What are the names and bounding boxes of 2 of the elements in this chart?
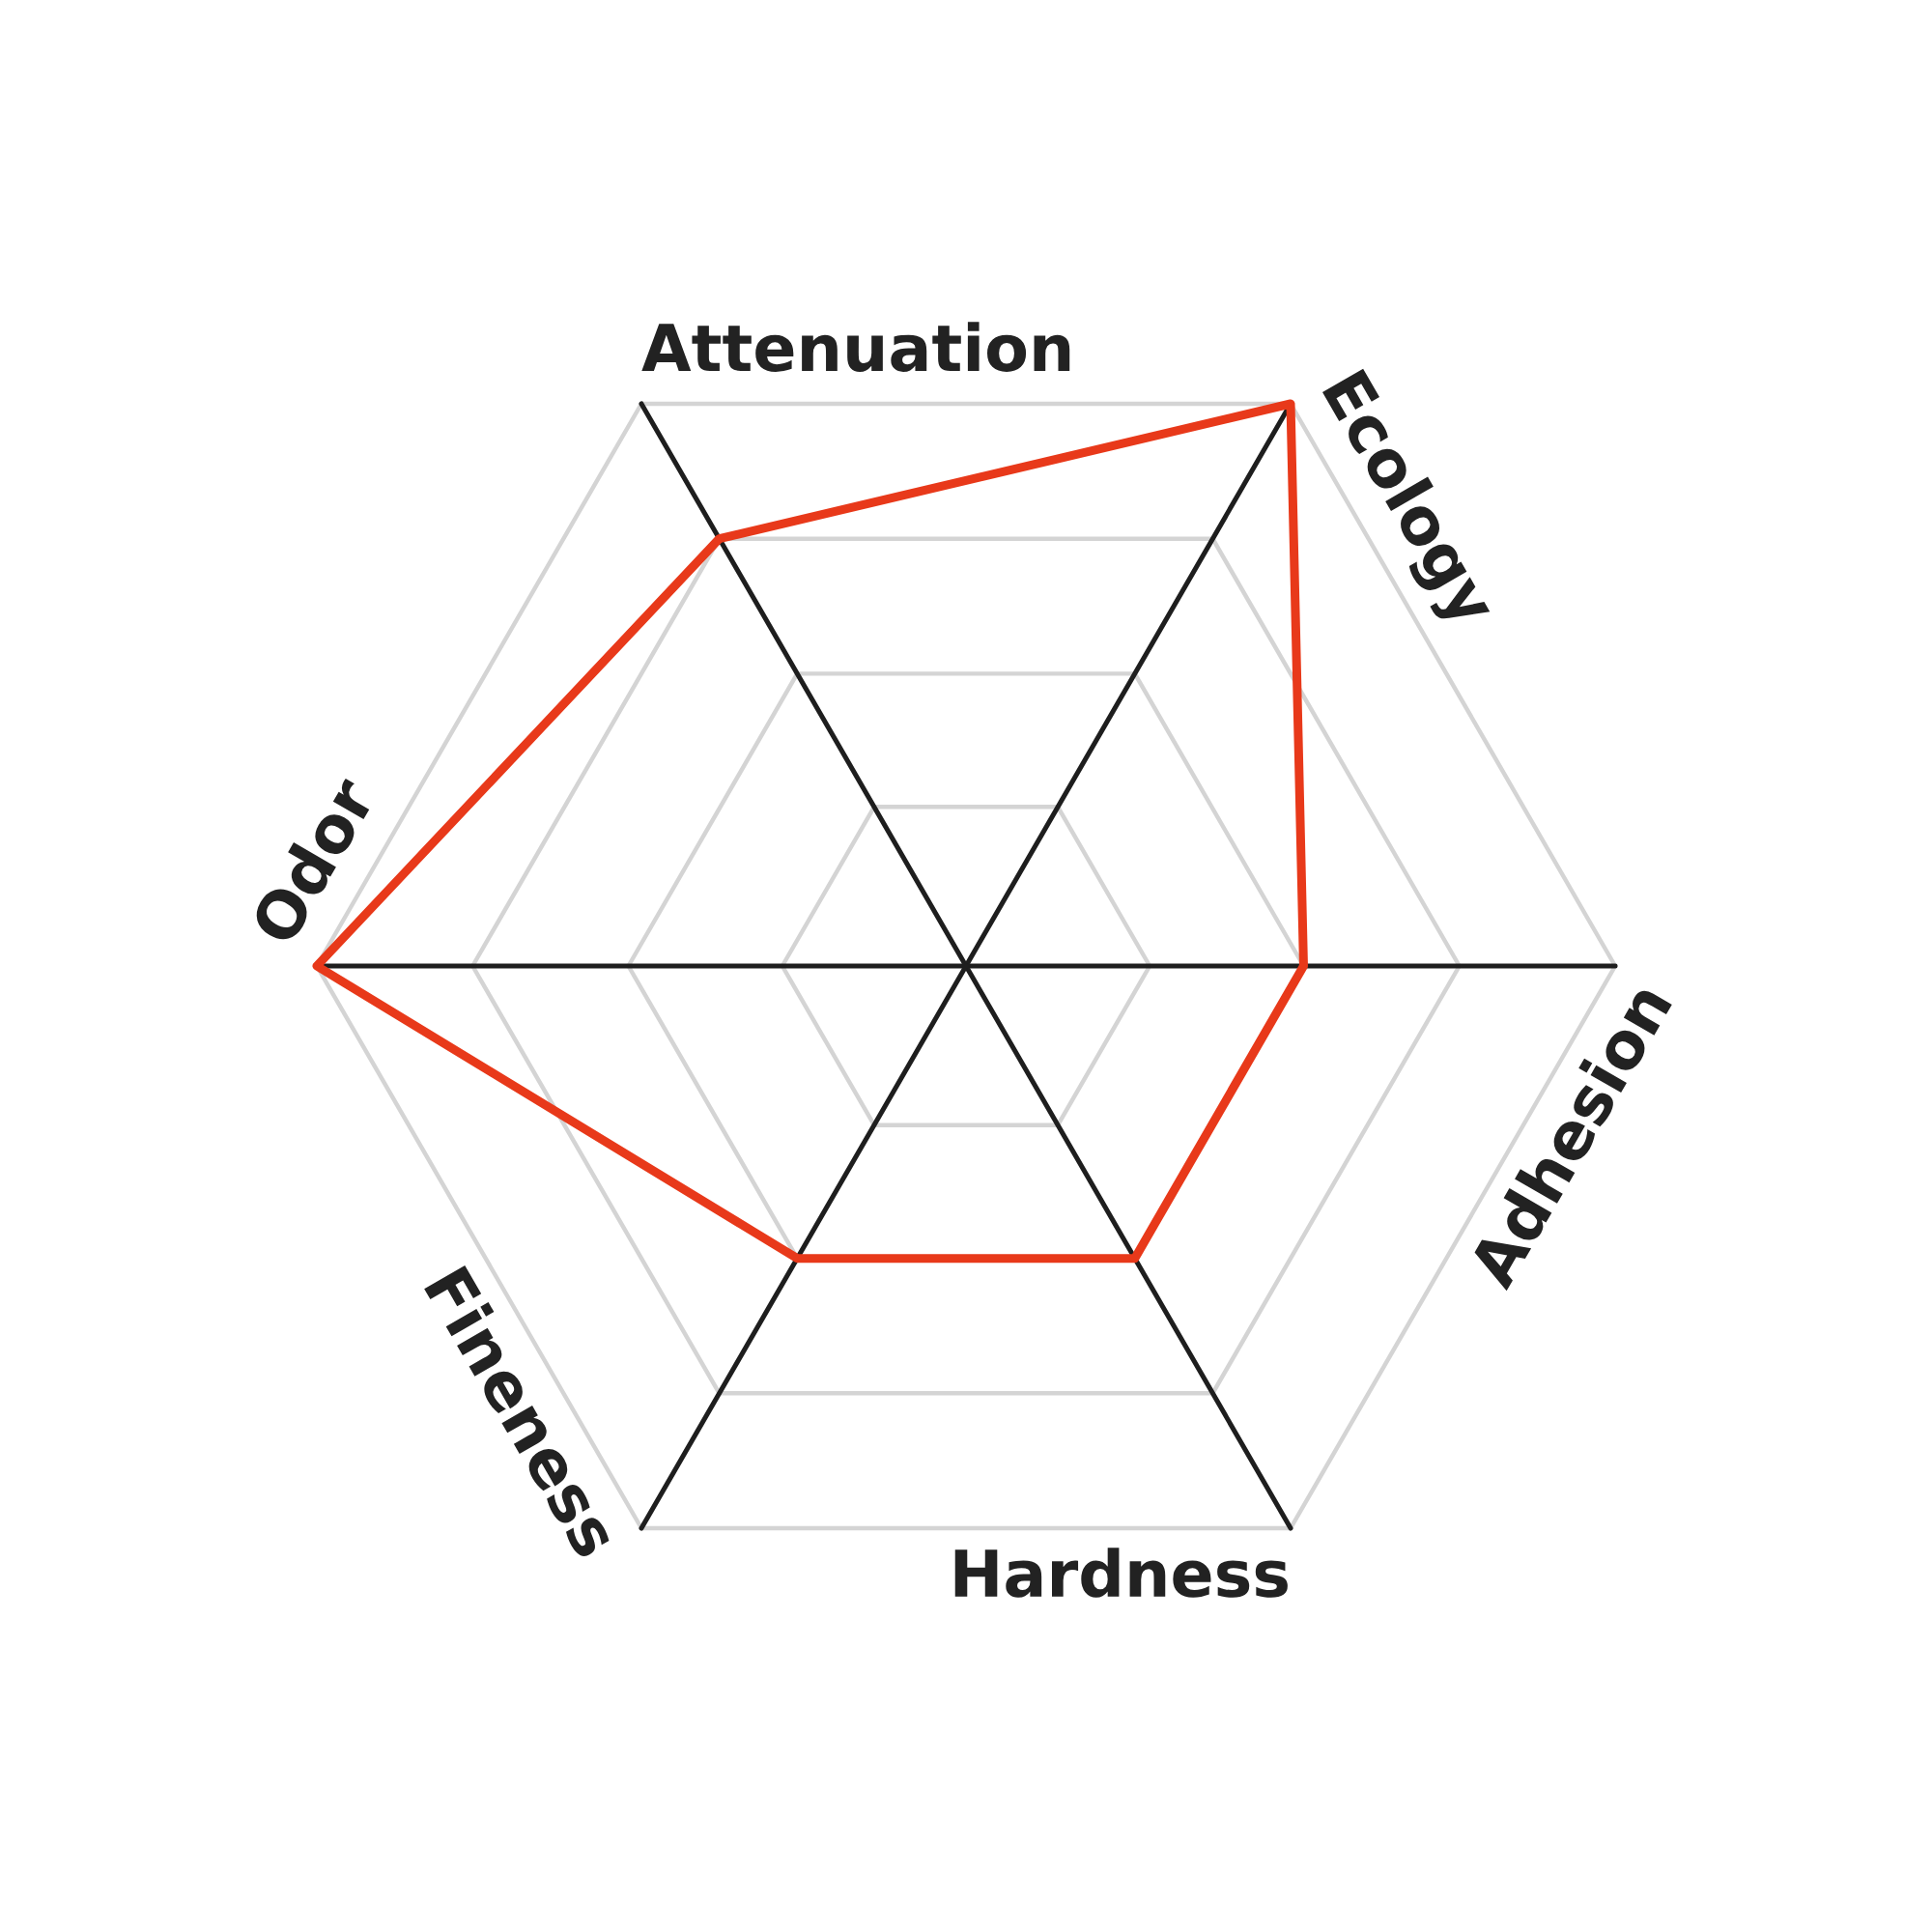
spoke-label: Hardness xyxy=(954,1548,1288,1598)
spoke-label: Attenuation xyxy=(641,322,1070,372)
